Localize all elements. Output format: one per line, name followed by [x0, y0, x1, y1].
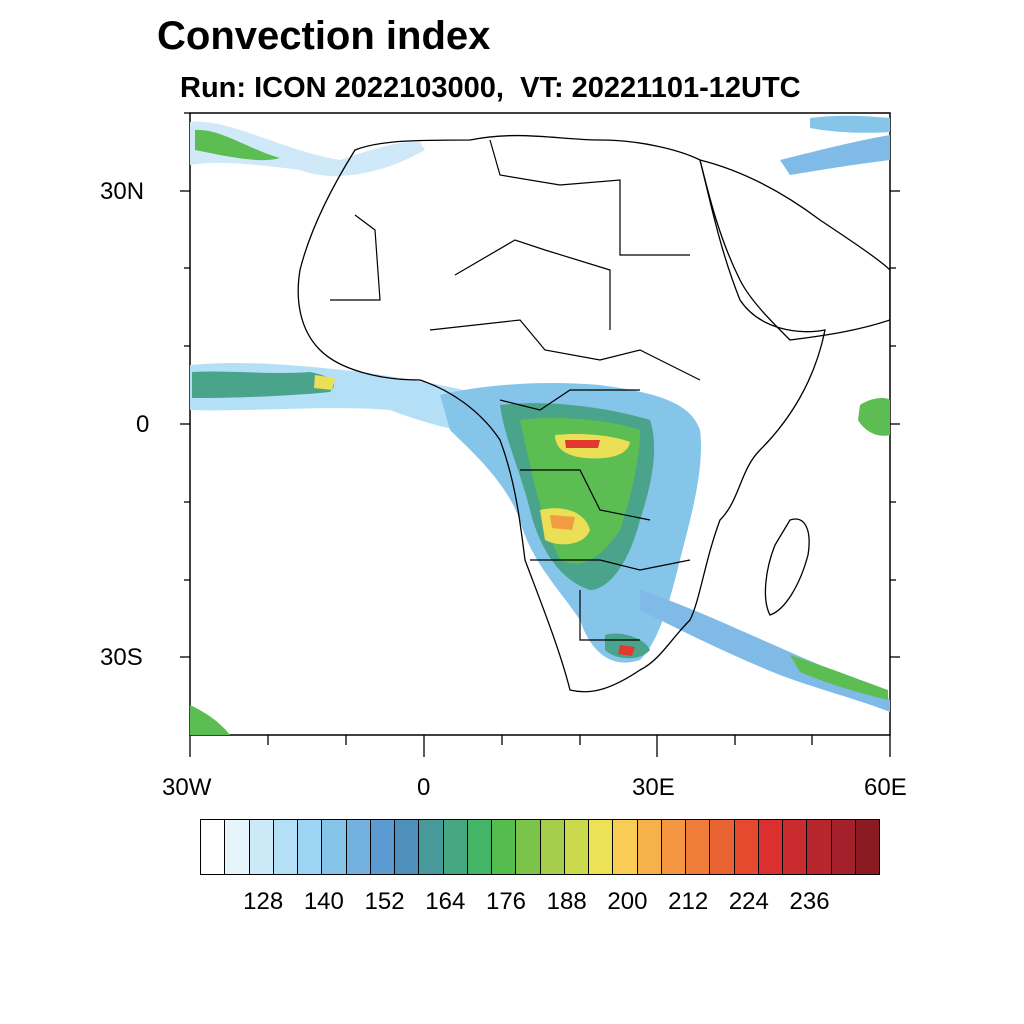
colorbar-swatch: [395, 820, 420, 874]
convection-field: [190, 115, 890, 735]
colorbar-label: 224: [728, 888, 769, 915]
field-red-central: [565, 440, 600, 448]
chart-title: Convection index: [157, 14, 491, 58]
lat-label-30s: 30S: [100, 644, 143, 671]
colorbar-swatch: [734, 820, 759, 874]
colorbar-swatch: [419, 820, 444, 874]
colorbar-label: 212: [668, 888, 709, 915]
colorbar-swatch: [855, 820, 879, 874]
coastline-arabia: [699, 159, 890, 341]
colorbar-label: 236: [789, 888, 830, 915]
colorbar-swatch: [492, 820, 517, 874]
borders-central: [429, 319, 701, 641]
field-band-northwest: [190, 121, 425, 177]
lon-label-30w: 30W: [162, 774, 212, 801]
colorbar-swatch: [370, 820, 395, 874]
colorbar-swatch: [661, 820, 686, 874]
colorbar-swatch: [322, 820, 347, 874]
colorbar-swatch: [807, 820, 832, 874]
colorbar-swatch: [589, 820, 614, 874]
colorbar-swatch: [467, 820, 492, 874]
field-orange-south: [550, 515, 575, 530]
colorbar-swatch: [613, 820, 638, 874]
colorbar-swatch: [783, 820, 808, 874]
field-blob-indian: [858, 397, 890, 436]
colorbar-swatch: [540, 820, 565, 874]
colorbar-swatch: [443, 820, 468, 874]
coastline-madagascar: [764, 518, 810, 616]
colorbar-label: 176: [485, 888, 527, 915]
field-core-northwest: [195, 129, 280, 161]
borders-north: [330, 139, 690, 330]
colorbar-swatch: [516, 820, 541, 874]
colorbar-label: 128: [243, 888, 284, 915]
colorbar-swatch: [686, 820, 711, 874]
colorbar-swatch: [225, 820, 250, 874]
field-blob-southwest: [190, 705, 230, 735]
colorbar-swatch: [273, 820, 298, 874]
colorbar-swatch: [710, 820, 735, 874]
colorbar-swatch: [346, 820, 371, 874]
chart-subtitle: Run: ICON 2022103000, VT: 20221101-12UTC: [180, 72, 801, 104]
field-core-atlantic: [192, 371, 334, 398]
field-spot-atlantic: [314, 375, 335, 390]
colorbar-label: 200: [607, 888, 648, 915]
colorbar-label: 164: [425, 888, 466, 915]
lon-label-0: 0: [417, 774, 431, 801]
field-spot-red-sa: [618, 645, 635, 656]
colorbar-label: 140: [303, 888, 344, 915]
field-core-southeast: [790, 655, 888, 700]
colorbar-swatch: [298, 820, 323, 874]
colorbar-label: 188: [546, 888, 587, 915]
colorbar-swatch: [201, 820, 226, 874]
colorbar-swatch: [249, 820, 274, 874]
field-band-northeast: [780, 135, 890, 175]
field-band-topright: [810, 115, 890, 133]
lat-label-0: 0: [136, 411, 150, 438]
colorbar-swatch: [564, 820, 589, 874]
colorbar-label: 152: [364, 888, 405, 915]
coastline-africa: [297, 134, 826, 693]
colorbar-swatch: [831, 820, 856, 874]
axis-ticks: [180, 112, 900, 757]
colorbar-swatch: [637, 820, 662, 874]
lon-label-60e: 60E: [864, 774, 907, 801]
colorbar-swatch: [758, 820, 783, 874]
colorbar: [200, 819, 880, 875]
lon-label-30e: 30E: [632, 774, 675, 801]
lat-label-30n: 30N: [100, 178, 145, 205]
